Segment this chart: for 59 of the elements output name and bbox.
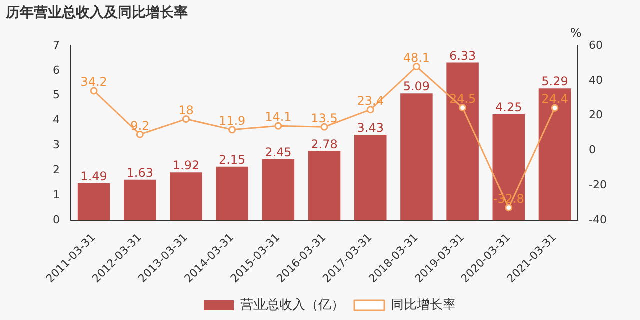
legend-label: 同比增长率 xyxy=(391,296,456,313)
bar xyxy=(446,62,479,220)
bar xyxy=(216,166,248,220)
y-tick-label: 1 xyxy=(53,188,60,202)
data-label: 9.2 xyxy=(130,118,150,133)
data-label: 1.49 xyxy=(80,169,108,184)
data-label: 1.92 xyxy=(172,158,200,173)
data-label: 5.29 xyxy=(542,74,568,89)
point xyxy=(182,116,190,124)
point xyxy=(505,204,513,212)
point xyxy=(459,104,467,112)
bar xyxy=(262,159,295,220)
y-tick-label: 6 xyxy=(53,64,60,77)
bar xyxy=(492,114,526,220)
y2-axis-title: % xyxy=(570,26,582,40)
bar xyxy=(124,180,156,220)
y-tick-label: 5 xyxy=(53,88,60,102)
bar xyxy=(354,134,387,220)
y-tick-label: 2 xyxy=(53,163,60,176)
point xyxy=(366,106,374,114)
point xyxy=(136,130,144,138)
data-label: 34.2 xyxy=(80,75,108,90)
data-label: 6.33 xyxy=(449,48,476,63)
bar xyxy=(308,151,341,220)
bar xyxy=(78,183,110,220)
data-label: 24.4 xyxy=(542,92,568,106)
point xyxy=(90,87,98,95)
bar xyxy=(170,172,202,220)
point xyxy=(320,123,328,131)
y-tick-label: 7 xyxy=(53,38,60,52)
data-label: 3.43 xyxy=(357,121,384,136)
y-tick-label: 4 xyxy=(53,114,60,127)
data-label: 5.09 xyxy=(403,80,430,94)
point xyxy=(412,63,420,71)
point xyxy=(274,122,282,130)
data-label: 2.78 xyxy=(311,137,338,152)
chart-title: 历年营业总收入及同比增长率 xyxy=(6,4,188,22)
data-label: 13.5 xyxy=(311,111,338,126)
y2-tick-label: -20 xyxy=(589,178,607,192)
y2-tick-label: 60 xyxy=(589,38,604,52)
y2-tick-label: 20 xyxy=(589,108,604,122)
data-label: 48.1 xyxy=(403,50,430,65)
legend-label: 营业总收入（亿） xyxy=(240,298,344,313)
point xyxy=(228,126,236,134)
data-label: 2.45 xyxy=(265,146,292,160)
y2-tick-label: 40 xyxy=(589,74,604,87)
data-label: 14.1 xyxy=(265,110,292,124)
point xyxy=(551,104,559,112)
data-label: 1.63 xyxy=(126,166,154,180)
data-label: 2.15 xyxy=(218,153,246,168)
y2-tick-label: -40 xyxy=(589,213,607,226)
bar xyxy=(400,94,433,220)
y-tick-label: 3 xyxy=(53,138,60,152)
bar xyxy=(538,88,572,220)
data-label: 11.9 xyxy=(218,114,246,128)
data-label: 18 xyxy=(178,103,194,118)
y2-tick-label: 0 xyxy=(589,144,596,157)
y-tick-label: 0 xyxy=(53,213,60,226)
data-label: 4.25 xyxy=(496,100,522,115)
